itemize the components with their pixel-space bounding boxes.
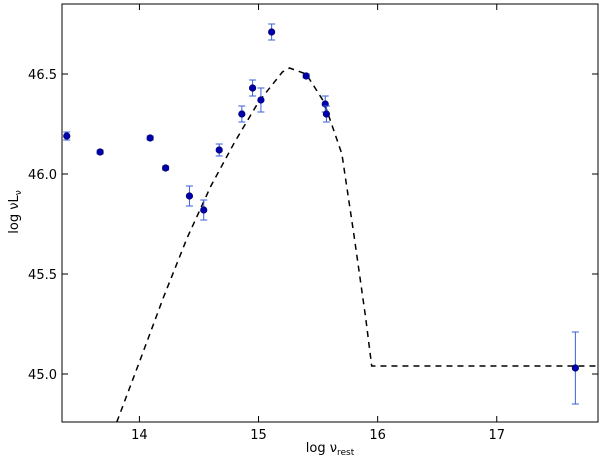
data-marker <box>215 146 223 154</box>
x-tick-label: 17 <box>488 428 505 443</box>
data-point-3 <box>162 164 170 172</box>
data-points-layer <box>63 23 579 405</box>
data-marker <box>248 84 257 92</box>
data-point-10 <box>268 23 276 41</box>
data-marker <box>162 164 170 172</box>
data-point-7 <box>238 105 246 123</box>
data-marker <box>63 132 71 140</box>
data-point-4 <box>185 185 194 207</box>
data-marker <box>146 134 154 142</box>
x-tick-label: 14 <box>131 428 148 443</box>
data-marker <box>571 364 579 372</box>
y-tick-label: 45.5 <box>28 268 57 283</box>
x-tick-label: 16 <box>369 428 386 443</box>
ticks-layer: 14 15 16 17 45.0 45.5 46.0 46.5 <box>28 4 598 443</box>
data-point-0 <box>63 131 71 141</box>
data-marker <box>200 206 208 214</box>
data-point-9 <box>257 87 265 113</box>
data-point-5 <box>200 199 208 221</box>
y-tick-label: 46.5 <box>28 68 57 83</box>
y-tick-label: 45.0 <box>28 368 57 383</box>
data-marker <box>185 192 194 200</box>
data-marker <box>257 96 265 104</box>
data-marker <box>322 110 331 118</box>
axes-layer <box>61 3 599 423</box>
data-point-1 <box>96 148 104 156</box>
data-marker <box>302 72 310 80</box>
data-point-6 <box>215 143 223 157</box>
data-point-14 <box>571 331 579 405</box>
y-tick-label: 46.0 <box>28 168 57 183</box>
data-point-13 <box>322 105 331 123</box>
y-axis-label: log νLν <box>7 190 24 234</box>
data-marker <box>238 110 246 118</box>
x-axis-label: log νrest <box>306 441 355 458</box>
data-point-11 <box>302 72 310 80</box>
axes-frame <box>61 3 599 423</box>
data-marker <box>96 148 104 156</box>
data-point-8 <box>248 79 257 97</box>
data-marker <box>268 28 276 36</box>
data-point-2 <box>146 134 154 142</box>
x-tick-label: 15 <box>250 428 267 443</box>
